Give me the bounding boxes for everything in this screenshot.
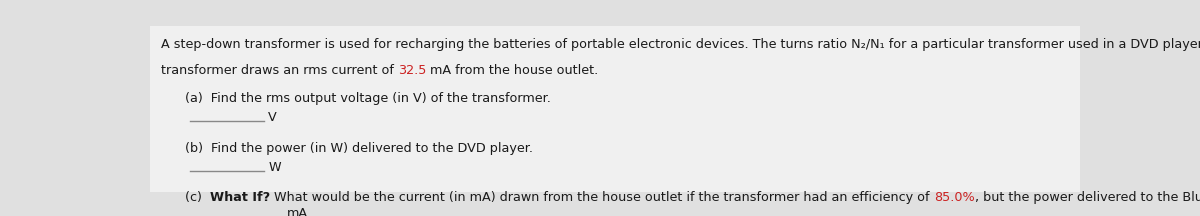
Text: V: V: [269, 111, 277, 124]
Text: What would be the current (in mA) drawn from the house outlet if the transformer: What would be the current (in mA) drawn …: [270, 191, 934, 203]
Text: mA: mA: [287, 207, 308, 216]
Text: (c): (c): [185, 191, 210, 203]
Text: W: W: [269, 161, 281, 174]
Text: A step-down transformer is used for recharging the batteries of portable electro: A step-down transformer is used for rech…: [161, 38, 1200, 51]
Text: transformer draws an rms current of: transformer draws an rms current of: [161, 64, 398, 77]
Text: What If?: What If?: [210, 191, 270, 203]
Text: (a)  Find the rms output voltage (in V) of the transformer.: (a) Find the rms output voltage (in V) o…: [185, 92, 551, 105]
Text: (b)  Find the power (in W) delivered to the DVD player.: (b) Find the power (in W) delivered to t…: [185, 142, 533, 155]
Text: mA from the house outlet.: mA from the house outlet.: [426, 64, 599, 77]
Text: , but the power delivered to the Blu-ray player remains the same?: , but the power delivered to the Blu-ray…: [974, 191, 1200, 203]
Text: 32.5: 32.5: [398, 64, 426, 77]
Text: 85.0%: 85.0%: [934, 191, 974, 203]
